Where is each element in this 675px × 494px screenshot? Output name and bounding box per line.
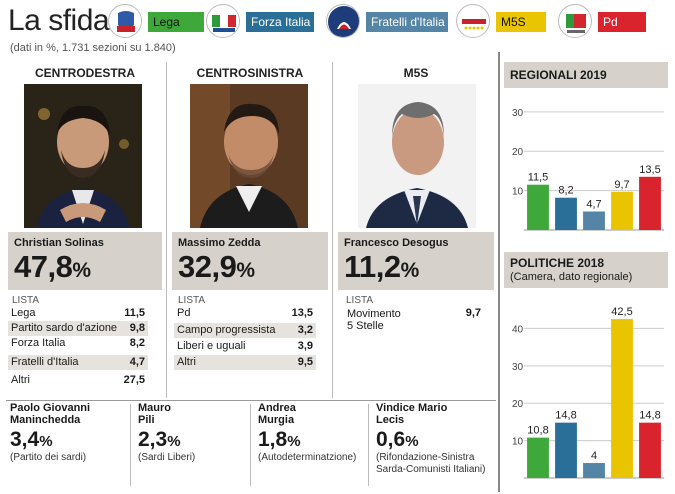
- minor-candidate: Vindice Mario Lecis 0,6% (Rifondazione-Si…: [376, 402, 496, 486]
- lista-label: LISTA: [178, 295, 206, 306]
- legend-label-fratelli-italia: Fratelli d'Italia: [366, 12, 448, 32]
- y-tick-label: 30: [512, 362, 524, 373]
- minor-candidate-party: (Sardi Liberi): [138, 452, 196, 463]
- candidate-percentage: 32,9%: [178, 249, 255, 284]
- page-subtitle: (dati in %, 1.731 sezioni su 1.840): [10, 42, 176, 54]
- section-divider: [6, 400, 496, 401]
- data-label: 14,8: [555, 410, 576, 422]
- list-row: Campo progressista 3,2: [174, 323, 316, 338]
- coalition-heading-m5s: M5S: [403, 66, 429, 80]
- column-divider: [368, 404, 369, 486]
- bar-pd: [639, 176, 661, 230]
- list-row: Altri 9,5: [174, 355, 316, 370]
- bar-chart-regionali-2019: 10 20 30 11,5 8,2 4,7 9,7 13,5: [512, 108, 664, 231]
- candidate-percentage: 11,2%: [344, 249, 419, 284]
- minor-candidate-name: Paolo Giovanni Maninchedda: [10, 402, 91, 426]
- bar-m5s: [611, 319, 633, 478]
- list-row: Lega 11,5: [11, 307, 145, 319]
- column-divider: [130, 404, 131, 486]
- legend-label-m5s: M5S: [496, 12, 546, 32]
- legend-label-forza-italia: Forza Italia: [246, 12, 314, 32]
- y-tick-label: 40: [512, 324, 524, 335]
- minor-candidate: Andrea Murgia 1,8% (Autodeterminatzione): [258, 402, 366, 486]
- lista-label: LISTA: [346, 295, 374, 306]
- minor-candidate-percentage: 2,3%: [138, 428, 181, 451]
- minor-candidate-percentage: 0,6%: [376, 428, 419, 451]
- data-label: 10,8: [527, 425, 548, 437]
- minor-candidate-name: Vindice Mario Lecis: [376, 402, 448, 426]
- candidate-photo-solinas: [24, 84, 142, 228]
- minor-candidate-name: Mauro Pili: [138, 402, 171, 426]
- y-tick-label: 30: [512, 108, 524, 119]
- y-tick-label: 20: [512, 147, 524, 158]
- bar-forza-italia: [555, 197, 577, 230]
- list-row: Partito sardo d'azione 9,8: [8, 321, 148, 336]
- minor-candidate-party: (Partito dei sardi): [10, 452, 87, 463]
- fratelli-italia-logo-icon: [326, 4, 360, 38]
- bar-m5s: [611, 191, 633, 230]
- data-label: 4: [591, 450, 597, 462]
- minor-candidate: Mauro Pili 2,3% (Sardi Liberi): [138, 402, 248, 486]
- y-tick-label: 10: [512, 437, 524, 448]
- column-divider: [250, 404, 251, 486]
- list-row-label: Movimento 5 Stelle: [347, 308, 401, 332]
- bar-pd: [639, 422, 661, 478]
- y-tick-label: 10: [512, 187, 524, 198]
- bar-chart-politiche-2018: 10 20 30 40 10,8 14,8 4 42,5 14,8: [512, 306, 664, 479]
- coalition-heading-centrosinistra: CENTROSINISTRA: [196, 66, 304, 80]
- column-divider: [332, 62, 333, 398]
- movimento-5-stelle-logo-icon: [456, 4, 490, 38]
- list-row: Forza Italia 8,2: [11, 337, 145, 349]
- bar-forza-italia: [555, 422, 577, 478]
- pd-logo-icon: [558, 4, 592, 38]
- data-label: 8,2: [558, 185, 573, 197]
- lista-label: LISTA: [12, 295, 40, 306]
- candidate-result-bar-solinas: Christian Solinas 47,8%: [8, 232, 162, 290]
- list-row: Pd 13,5: [177, 307, 313, 319]
- lega-salvini-logo-icon: [108, 4, 142, 38]
- candidate-name: Francesco Desogus: [344, 237, 449, 249]
- candidate-photo-desogus: [358, 84, 476, 228]
- minor-candidate-party: (Autodeterminatzione): [258, 452, 357, 463]
- panel-divider: [498, 52, 500, 492]
- list-row: 9,7: [465, 307, 481, 319]
- data-label: 11,5: [528, 172, 549, 184]
- data-label: 4,7: [586, 198, 601, 210]
- bar-fratelli-d-italia: [583, 463, 605, 478]
- candidate-name: Massimo Zedda: [178, 237, 261, 249]
- data-label: 42,5: [611, 306, 632, 318]
- candidate-percentage: 47,8%: [14, 249, 91, 284]
- candidate-result-bar-zedda: Massimo Zedda 32,9%: [172, 232, 328, 290]
- minor-candidate-percentage: 3,4%: [10, 428, 53, 451]
- minor-candidate-party: (Rifondazione-Sinistra Sarda-Comunisti It…: [376, 452, 486, 475]
- minor-candidate-name: Andrea Murgia: [258, 402, 296, 426]
- list-row: Liberi e uguali 3,9: [177, 340, 313, 352]
- chart-title-politiche: POLITICHE 2018 (Camera, dato regionale): [504, 252, 668, 288]
- minor-candidate: Paolo Giovanni Maninchedda 3,4% (Partito …: [10, 402, 128, 486]
- legend-label-pd: Pd: [598, 12, 646, 32]
- bar-lega: [527, 437, 549, 478]
- y-tick-label: 20: [512, 399, 524, 410]
- list-row: Fratelli d'Italia 4,7: [8, 355, 148, 370]
- data-label: 9,7: [614, 179, 629, 191]
- data-label: 13,5: [639, 164, 660, 176]
- data-label: 14,8: [639, 410, 660, 422]
- candidate-photo-zedda: [190, 84, 308, 228]
- page-title: La sfida: [8, 4, 110, 37]
- column-divider: [166, 62, 167, 398]
- bar-lega: [527, 184, 549, 230]
- coalition-heading-centrodestra: CENTRODESTRA: [34, 66, 135, 80]
- list-row: Altri 27,5: [11, 374, 145, 386]
- minor-candidate-percentage: 1,8%: [258, 428, 301, 451]
- chart-title-regionali: REGIONALI 2019: [504, 62, 668, 88]
- bar-fratelli-d-italia: [583, 211, 605, 230]
- candidate-name: Christian Solinas: [14, 237, 104, 249]
- candidate-result-bar-desogus: Francesco Desogus 11,2%: [338, 232, 494, 290]
- legend-label-lega: Lega: [148, 12, 204, 32]
- forza-italia-logo-icon: [206, 4, 240, 38]
